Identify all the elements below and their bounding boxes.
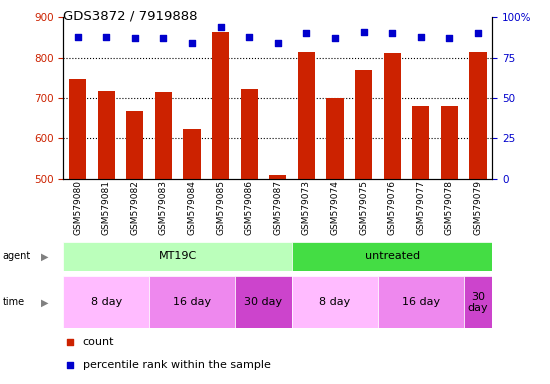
Bar xyxy=(298,52,315,380)
Text: count: count xyxy=(82,337,114,347)
Point xyxy=(332,245,340,252)
Point xyxy=(416,33,425,40)
Text: 30
day: 30 day xyxy=(468,291,488,313)
Bar xyxy=(212,32,229,380)
Point xyxy=(130,35,139,41)
Text: time: time xyxy=(3,297,25,308)
Bar xyxy=(469,52,487,380)
Bar xyxy=(355,70,372,380)
Bar xyxy=(441,106,458,380)
Point xyxy=(359,29,368,35)
Text: agent: agent xyxy=(3,251,31,262)
Bar xyxy=(326,98,344,380)
Bar xyxy=(126,111,144,380)
Bar xyxy=(292,242,492,271)
Point xyxy=(159,35,168,41)
Point xyxy=(388,30,397,36)
Bar xyxy=(149,276,235,328)
Bar xyxy=(378,276,464,328)
Bar xyxy=(412,106,430,380)
Text: 30 day: 30 day xyxy=(244,297,283,308)
Bar xyxy=(240,89,258,380)
Bar xyxy=(235,276,292,328)
Text: 8 day: 8 day xyxy=(320,297,350,308)
Text: untreated: untreated xyxy=(365,251,420,262)
Bar xyxy=(292,276,378,328)
Text: ▶: ▶ xyxy=(41,297,48,308)
Bar xyxy=(269,175,287,380)
Bar xyxy=(383,53,401,380)
Text: 16 day: 16 day xyxy=(402,297,440,308)
Text: MT19C: MT19C xyxy=(158,251,197,262)
Point xyxy=(73,33,82,40)
Text: GDS3872 / 7919888: GDS3872 / 7919888 xyxy=(63,10,198,23)
Bar xyxy=(63,242,292,271)
Point xyxy=(216,24,225,30)
Bar xyxy=(183,129,201,380)
Bar xyxy=(63,276,149,328)
Point xyxy=(302,30,311,36)
Text: 16 day: 16 day xyxy=(173,297,211,308)
Text: 8 day: 8 day xyxy=(91,297,122,308)
Point xyxy=(188,40,196,46)
Point xyxy=(273,40,282,46)
Bar xyxy=(97,91,115,380)
Bar xyxy=(464,276,492,328)
Point xyxy=(245,33,254,40)
Point xyxy=(474,30,482,36)
Bar xyxy=(69,79,86,380)
Text: ▶: ▶ xyxy=(41,251,48,262)
Point xyxy=(102,33,111,40)
Text: percentile rank within the sample: percentile rank within the sample xyxy=(82,360,271,370)
Point xyxy=(332,36,340,42)
Point xyxy=(331,35,339,41)
Bar xyxy=(155,92,172,380)
Point xyxy=(445,35,454,41)
